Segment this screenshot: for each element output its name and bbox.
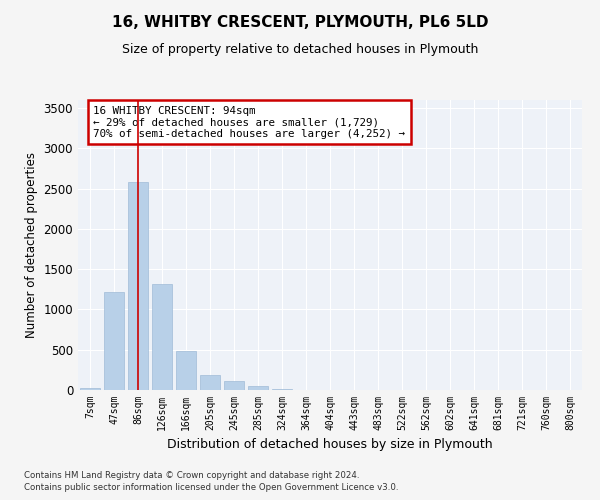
X-axis label: Distribution of detached houses by size in Plymouth: Distribution of detached houses by size … [167,438,493,452]
Text: 16, WHITBY CRESCENT, PLYMOUTH, PL6 5LD: 16, WHITBY CRESCENT, PLYMOUTH, PL6 5LD [112,15,488,30]
Bar [272,389,292,390]
Bar [248,386,268,390]
Bar [224,381,244,390]
Text: 16 WHITBY CRESCENT: 94sqm
← 29% of detached houses are smaller (1,729)
70% of se: 16 WHITBY CRESCENT: 94sqm ← 29% of detac… [93,106,405,139]
Bar [80,388,100,390]
Text: Size of property relative to detached houses in Plymouth: Size of property relative to detached ho… [122,42,478,56]
Bar [200,375,220,390]
Bar [104,292,124,390]
Y-axis label: Number of detached properties: Number of detached properties [25,152,38,338]
Text: Contains public sector information licensed under the Open Government Licence v3: Contains public sector information licen… [24,483,398,492]
Bar [128,182,148,390]
Bar [152,284,172,390]
Bar [176,350,196,390]
Text: Contains HM Land Registry data © Crown copyright and database right 2024.: Contains HM Land Registry data © Crown c… [24,470,359,480]
